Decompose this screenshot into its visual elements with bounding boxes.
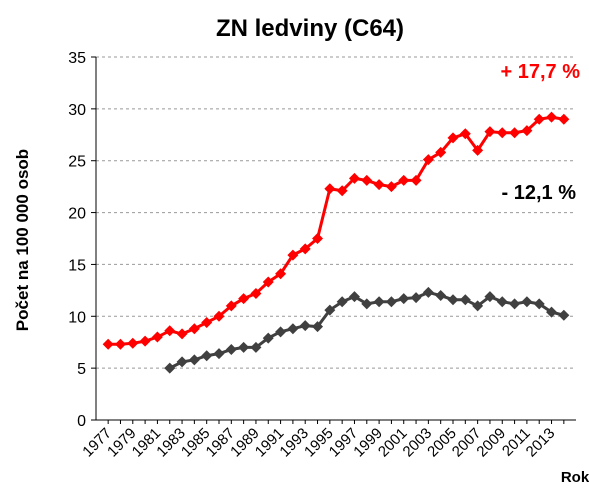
marker	[509, 298, 521, 310]
marker	[287, 249, 299, 261]
marker	[139, 335, 151, 347]
marker	[336, 296, 348, 308]
marker	[188, 354, 200, 366]
y-tick-label: 15	[68, 257, 86, 274]
marker	[324, 183, 336, 195]
chart-title: ZN ledviny (C64)	[216, 15, 404, 42]
annotation: - 12,1 %	[502, 182, 577, 204]
marker	[533, 298, 545, 310]
marker	[484, 291, 496, 303]
marker	[459, 294, 471, 306]
marker	[459, 128, 471, 140]
marker	[447, 294, 459, 306]
marker	[250, 287, 262, 299]
marker	[496, 127, 508, 139]
marker	[472, 300, 484, 312]
marker	[558, 309, 570, 321]
marker	[151, 331, 163, 343]
marker	[410, 174, 422, 186]
marker	[447, 132, 459, 144]
y-axis-label: Počet na 100 000 osob	[13, 149, 32, 331]
marker	[164, 325, 176, 337]
marker	[238, 341, 250, 353]
y-tick-label: 30	[68, 102, 86, 119]
marker	[299, 320, 311, 332]
marker	[509, 127, 521, 139]
marker	[287, 323, 299, 335]
marker	[398, 174, 410, 186]
y-tick-label: 10	[68, 309, 86, 326]
marker	[225, 343, 237, 355]
marker	[496, 296, 508, 308]
marker	[102, 338, 114, 350]
marker	[164, 362, 176, 374]
marker	[127, 337, 139, 349]
marker	[114, 338, 126, 350]
marker	[275, 268, 287, 280]
marker	[361, 174, 373, 186]
marker	[262, 332, 274, 344]
marker	[250, 341, 262, 353]
marker	[533, 113, 545, 125]
marker	[299, 243, 311, 255]
x-axis-label: Rok	[561, 469, 589, 486]
marker	[385, 181, 397, 193]
marker	[546, 111, 558, 123]
y-tick-label: 5	[77, 361, 86, 378]
marker	[521, 296, 533, 308]
marker	[312, 233, 324, 244]
annotation: + 17,7 %	[500, 61, 580, 83]
marker	[410, 292, 422, 304]
marker	[176, 356, 188, 368]
marker	[558, 113, 570, 125]
marker	[201, 317, 213, 329]
marker	[373, 296, 385, 308]
marker	[312, 321, 324, 333]
marker	[546, 306, 558, 318]
marker	[238, 293, 250, 305]
marker	[435, 146, 447, 158]
marker	[385, 296, 397, 308]
marker	[213, 348, 225, 360]
marker	[275, 326, 287, 338]
marker	[435, 290, 447, 302]
x-tick-label: 2013	[523, 425, 559, 461]
series-line	[108, 115, 565, 346]
marker	[361, 298, 373, 310]
marker	[521, 125, 533, 137]
marker	[213, 310, 225, 322]
marker	[484, 126, 496, 138]
y-tick-label: 0	[77, 413, 86, 430]
marker	[176, 328, 188, 340]
marker	[348, 172, 360, 184]
marker	[336, 185, 348, 197]
marker	[472, 144, 484, 156]
marker	[225, 300, 237, 312]
marker	[262, 276, 274, 288]
marker	[324, 304, 336, 316]
y-tick-label: 20	[68, 206, 86, 223]
y-tick-label: 25	[68, 154, 86, 171]
marker	[398, 293, 410, 305]
marker	[201, 350, 213, 362]
y-tick-label: 35	[68, 50, 86, 67]
marker	[422, 154, 434, 166]
marker	[188, 323, 200, 335]
marker	[373, 179, 385, 191]
marker	[422, 286, 434, 298]
marker	[348, 291, 360, 303]
